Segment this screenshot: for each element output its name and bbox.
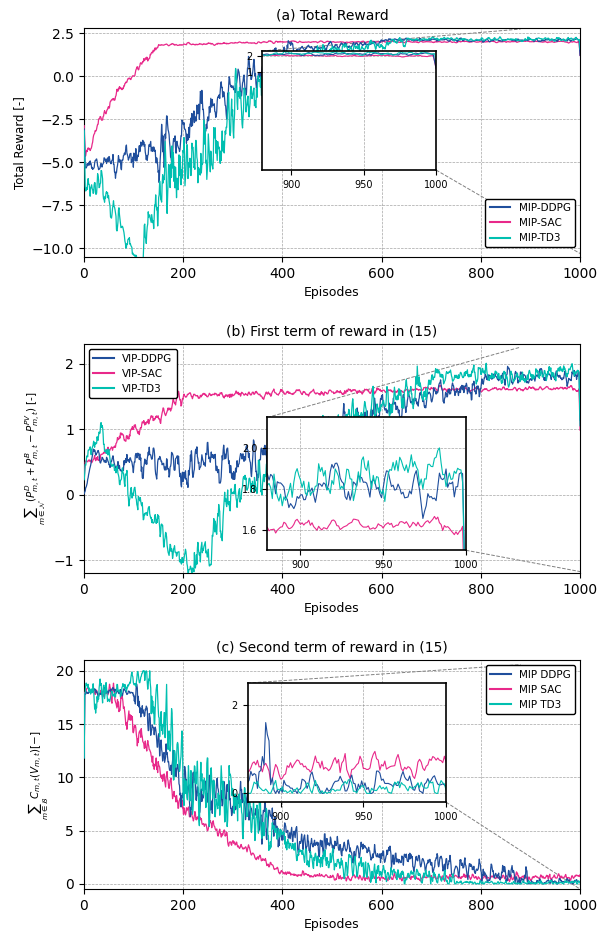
Legend: VIP-DDPG, VIP-SAC, VIP-TD3: VIP-DDPG, VIP-SAC, VIP-TD3 <box>89 349 176 398</box>
Title: (b) First term of reward in (15): (b) First term of reward in (15) <box>226 325 438 339</box>
Y-axis label: Total Reward [-]: Total Reward [-] <box>13 96 26 189</box>
X-axis label: Episodes: Episodes <box>304 286 360 300</box>
Y-axis label: $\sum_{m\in\mathcal{B}}C_{m,t}(V_{m,t})[-]$: $\sum_{m\in\mathcal{B}}C_{m,t}(V_{m,t})[… <box>26 730 51 820</box>
X-axis label: Episodes: Episodes <box>304 918 360 931</box>
Title: (a) Total Reward: (a) Total Reward <box>276 8 388 22</box>
Title: (c) Second term of reward in (15): (c) Second term of reward in (15) <box>216 641 448 655</box>
Legend: MIP DDPG, MIP SAC, MIP TD3: MIP DDPG, MIP SAC, MIP TD3 <box>486 665 575 714</box>
X-axis label: Episodes: Episodes <box>304 603 360 616</box>
Legend: MIP-DDPG, MIP-SAC, MIP-TD3: MIP-DDPG, MIP-SAC, MIP-TD3 <box>486 198 575 247</box>
Y-axis label: $\sum_{m\in\mathcal{N}}(P^D_{m,t}+P^B_{m,t}-P^{PV}_{m,t})$ [-]: $\sum_{m\in\mathcal{N}}(P^D_{m,t}+P^B_{m… <box>22 392 48 525</box>
